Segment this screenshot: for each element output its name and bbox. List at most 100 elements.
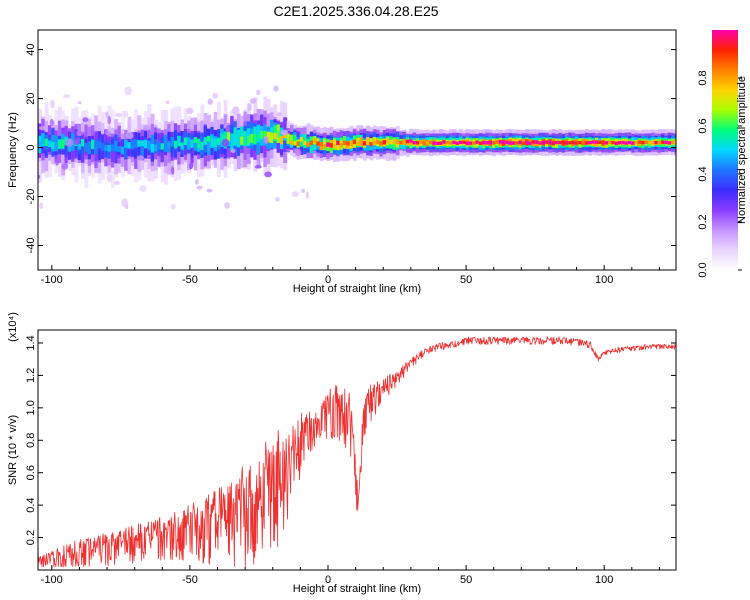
- heatmap-noise-blob: [49, 118, 54, 126]
- heatmap-cell: [147, 140, 152, 150]
- heatmap-cell: [538, 141, 543, 145]
- heatmap-cell: [273, 133, 278, 140]
- heatmap-cell: [352, 139, 357, 145]
- heatmap-noise-blob: [76, 130, 84, 136]
- chart-title: C2E1.2025.336.04.28.E25: [273, 3, 438, 19]
- heatmap-cell: [432, 141, 437, 145]
- heatmap-cell: [571, 140, 576, 145]
- heatmap-cell: [498, 140, 503, 144]
- heatmap-cell: [604, 141, 609, 145]
- heatmap-noise-blob: [73, 137, 80, 146]
- heatmap-cell: [150, 134, 155, 151]
- heatmap-cell: [160, 143, 165, 150]
- heatmap-cell: [671, 140, 675, 145]
- heatmap-noise-blob: [273, 85, 279, 92]
- heatmap-cell: [558, 140, 563, 145]
- heatmap-cell: [419, 140, 424, 144]
- heatmap-cell: [210, 137, 215, 147]
- heatmap-cell: [299, 138, 304, 147]
- heatmap-cell: [359, 141, 364, 147]
- heatmap-cell: [634, 141, 639, 145]
- x-tick-label: 0: [325, 274, 331, 286]
- heatmap-cell: [299, 137, 304, 142]
- heatmap-noise-blob: [38, 126, 47, 131]
- heatmap-cell: [422, 141, 427, 145]
- heatmap-cell: [608, 140, 612, 145]
- heatmap-cell: [323, 139, 327, 148]
- heatmap-noise-blob: [165, 100, 170, 105]
- heatmap-cell: [386, 139, 390, 144]
- heatmap-cell: [468, 141, 473, 145]
- heatmap-noise-blob: [61, 163, 69, 170]
- colorbar-ticks: 0.0 0.2 0.4 0.6 0.8: [697, 70, 742, 278]
- heatmap-cell: [488, 140, 493, 145]
- heatmap-cell: [127, 142, 132, 149]
- snr-y-ticks: 0.2 0.4 0.6 0.8 1.0 1.2 1.4: [25, 335, 676, 545]
- heatmap-cell: [621, 140, 626, 145]
- y-tick-label: 0.6: [25, 465, 37, 480]
- heatmap-cell: [309, 136, 314, 145]
- y-tick-label: 1.0: [25, 400, 37, 415]
- heatmap-cell: [644, 140, 649, 145]
- colorbar-tick-label: 0.6: [697, 118, 709, 133]
- heatmap-cell: [667, 141, 672, 145]
- heatmap-cell: [140, 143, 145, 156]
- spectrogram-panel: -100 -50 0 50 100 -40 -20 0 20 40 Height of stra…: [7, 29, 677, 295]
- heatmap-cell: [369, 142, 374, 147]
- heatmap-cell: [485, 141, 490, 145]
- heatmap-noise-blob: [107, 115, 112, 125]
- colorbar-tick-label: 0.2: [697, 214, 709, 229]
- heatmap-cell: [379, 141, 384, 146]
- heatmap-cell: [647, 140, 652, 145]
- heatmap-cell: [41, 134, 46, 145]
- heatmap-cell: [144, 139, 148, 149]
- heatmap-noise-blob: [221, 138, 230, 147]
- heatmap-noise-blob: [195, 179, 199, 185]
- heatmap-cell: [256, 134, 261, 142]
- snr-y-scale-label: (x10⁴): [7, 312, 19, 342]
- y-tick-label: 20: [25, 92, 37, 104]
- heatmap-cell: [445, 140, 450, 145]
- x-tick-label: 50: [460, 274, 472, 286]
- heatmap-cell: [525, 140, 530, 145]
- heatmap-cell: [124, 140, 129, 148]
- spectrogram-y-axis-label: Frequency (Hz): [7, 112, 19, 188]
- heatmap-cell: [376, 139, 380, 145]
- heatmap-cell: [581, 141, 586, 146]
- heatmap-cell: [51, 141, 56, 150]
- heatmap-cell: [81, 138, 85, 147]
- heatmap-cell: [130, 139, 135, 150]
- heatmap-cell: [349, 141, 354, 146]
- snr-frame: [37, 329, 677, 571]
- heatmap-cell: [323, 143, 327, 149]
- y-tick-label: 1.2: [25, 368, 37, 383]
- heatmap-cell: [591, 140, 596, 144]
- heatmap-cell: [336, 140, 341, 145]
- heatmap-cell: [518, 140, 523, 145]
- colorbar-tick-label: 0.4: [697, 166, 709, 181]
- snr-x-axis-label: Height of straight line (km): [293, 583, 421, 595]
- heatmap-cell: [641, 140, 646, 145]
- spectrogram-x-axis-label: Height of straight line (km): [293, 283, 421, 295]
- heatmap-noise-blob: [82, 117, 89, 123]
- heatmap-cell: [246, 135, 251, 145]
- heatmap-cell: [313, 137, 317, 151]
- heatmap-cell: [511, 141, 516, 145]
- heatmap-cell: [137, 140, 142, 147]
- heatmap-noise-blob: [63, 94, 71, 99]
- heatmap-cell: [286, 139, 291, 144]
- heatmap-cell: [94, 143, 99, 154]
- heatmap-cell: [223, 131, 228, 142]
- heatmap-cell: [200, 141, 205, 151]
- heatmap-noise-blob: [104, 129, 111, 136]
- heatmap-cell: [452, 140, 457, 145]
- heatmap-noise-blob: [55, 158, 59, 166]
- heatmap-cell: [515, 141, 520, 145]
- heatmap-cell: [462, 140, 467, 144]
- heatmap-cell: [263, 130, 268, 140]
- spectrogram-frame: [37, 29, 677, 271]
- heatmap-cell: [183, 137, 188, 146]
- heatmap-noise-blob: [124, 86, 133, 96]
